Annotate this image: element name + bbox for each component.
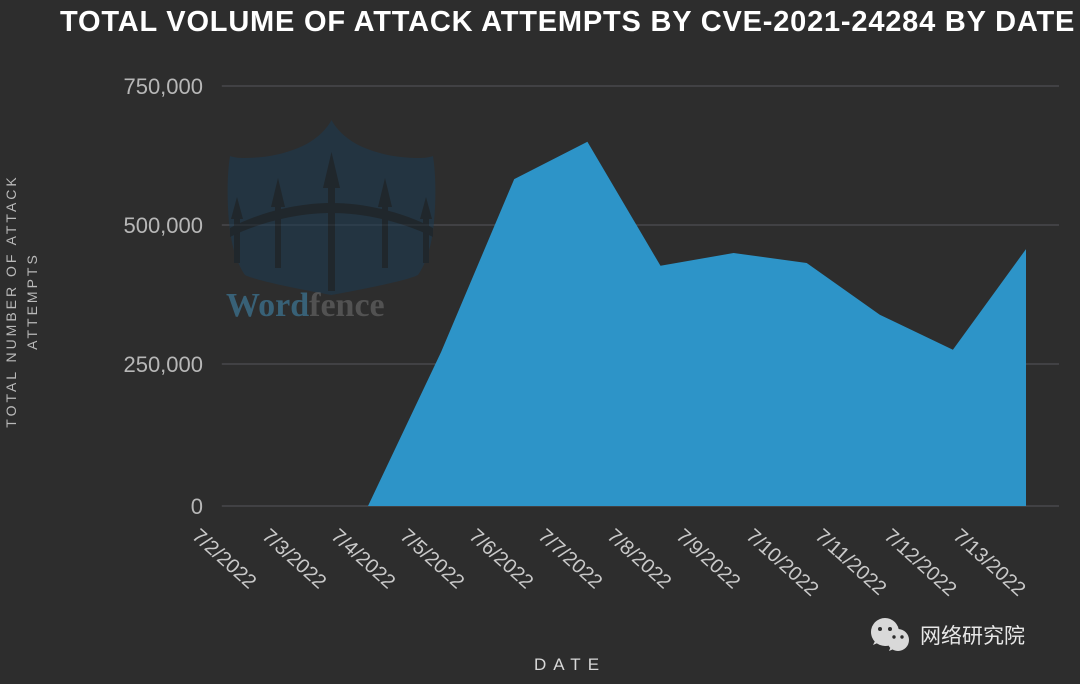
- svg-text:750,000: 750,000: [123, 74, 203, 99]
- svg-text:250,000: 250,000: [123, 352, 203, 377]
- svg-text:Wordfence: Wordfence: [226, 287, 385, 324]
- svg-text:0: 0: [191, 494, 203, 519]
- svg-text:500,000: 500,000: [123, 213, 203, 238]
